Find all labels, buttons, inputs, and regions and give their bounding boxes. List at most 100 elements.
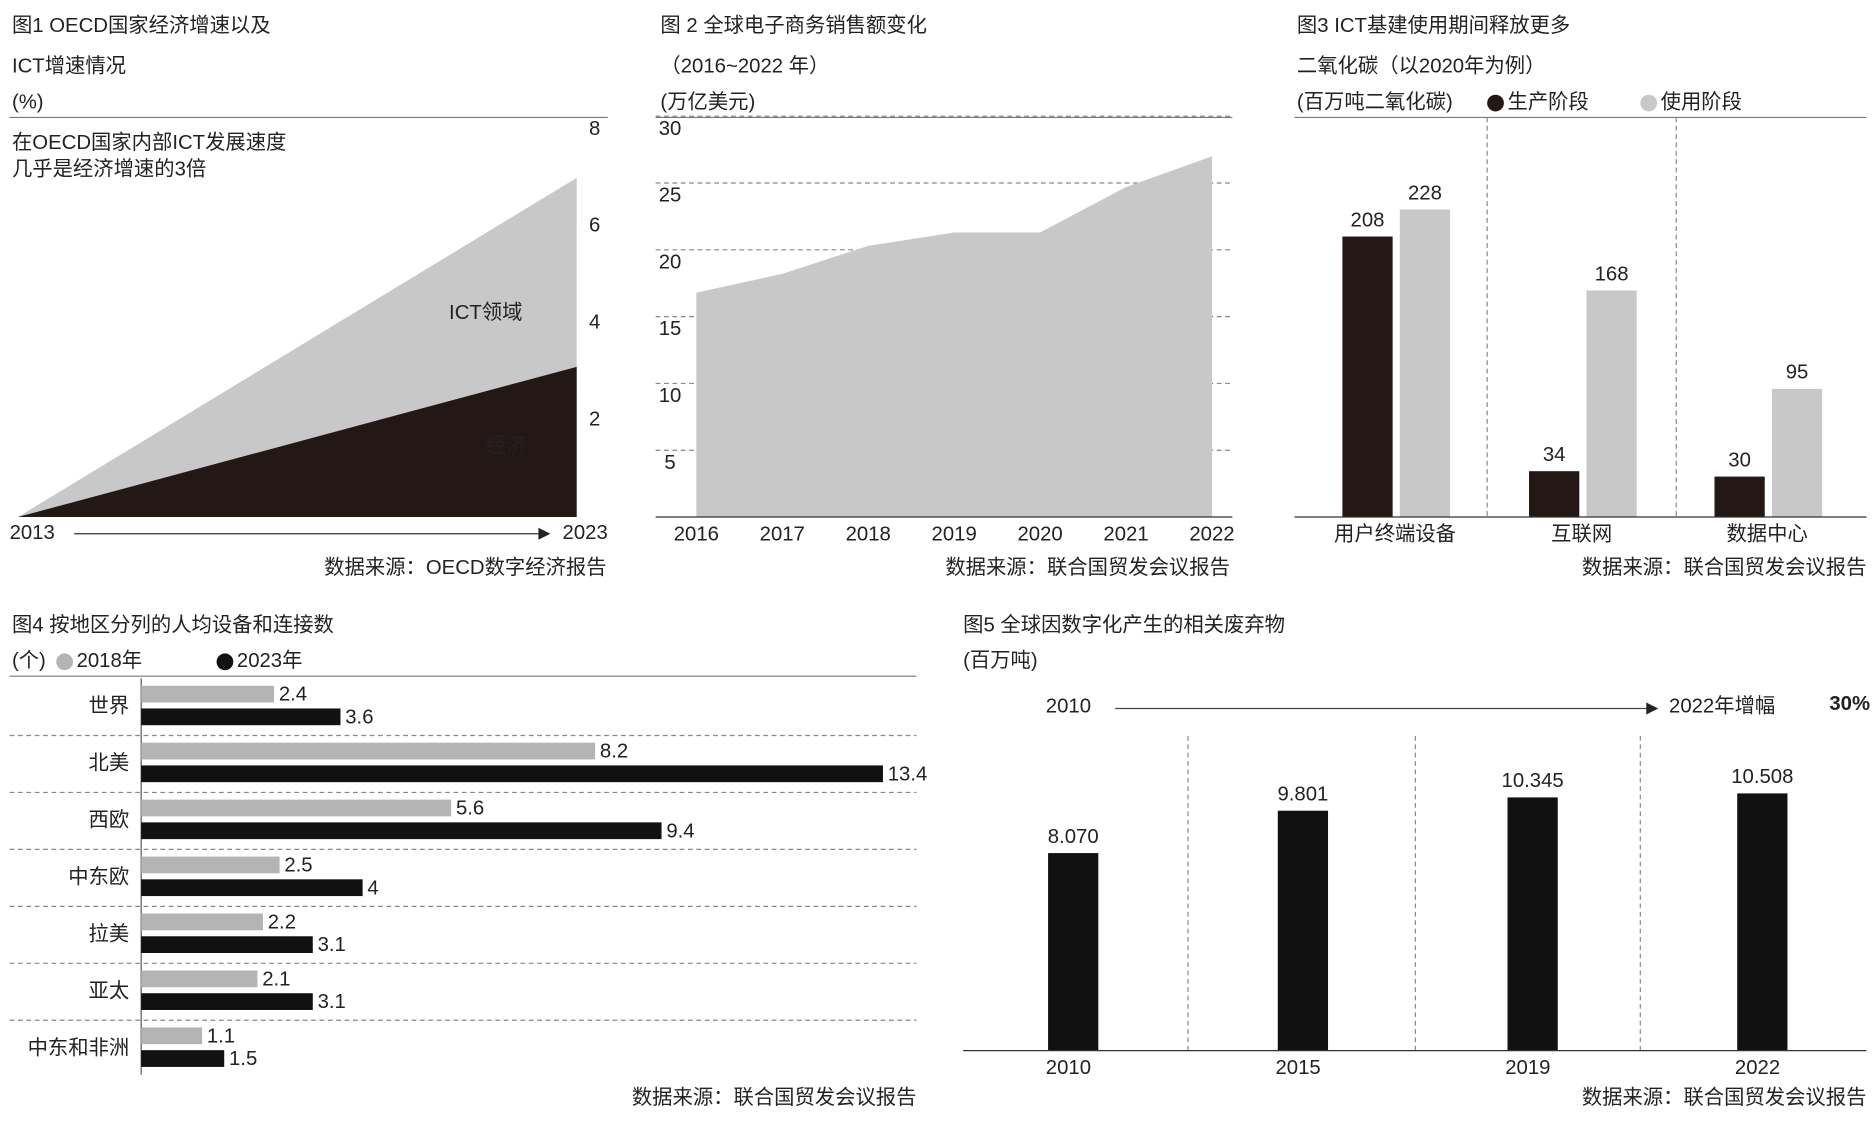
y-tick-label: 西欧 [89,809,130,832]
y-tick-label: 20 [659,251,682,273]
bar [141,936,313,954]
x-tick-label: 2018 [846,523,891,545]
bar [141,913,263,931]
chart-title: 图4 按地区分列的人均设备和连接数 [12,613,334,636]
unit-label: (百万吨) [963,649,1038,672]
y-tick-label: 4 [589,312,600,334]
y-tick-label: 拉美 [89,922,130,945]
value-label: 2.4 [279,684,307,706]
value-label: 2.1 [262,968,290,990]
bar [1737,793,1788,1051]
x-tick-label: 2019 [932,523,977,545]
bar [141,742,596,760]
bar [1714,476,1765,518]
y-tick-label: 中东欧 [68,865,129,888]
y-tick-label: 北美 [89,752,130,775]
value-label: 13.4 [888,763,928,785]
x-tick-label: 数据中心 [1726,522,1807,545]
value-label: 3.6 [345,706,373,728]
legend-swatch [216,653,234,671]
annotation-text: 2022年增幅 [1669,695,1775,718]
value-label: 95 [1786,362,1809,384]
legend-label: 使用阶段 [1661,90,1742,113]
y-tick-label: 10 [659,385,682,407]
x-tick-label: 2023 [563,522,608,544]
value-label: 8.2 [600,741,628,763]
unit-label: (%) [12,91,44,113]
y-tick-label: 2 [589,408,600,430]
value-label: 3.1 [318,991,346,1013]
area [696,156,1212,518]
bar [141,993,313,1010]
y-tick-label: 15 [659,318,682,340]
y-tick-label: 30 [659,118,682,140]
bar [141,879,363,897]
source: 数据来源：联合国贸发会议报告 [632,1086,917,1109]
y-tick-label: 世界 [89,695,130,718]
bar [1507,797,1558,1051]
bar [141,1027,203,1045]
unit-label: (万亿美元) [660,90,755,113]
chart-title: （2016~2022 年） [660,55,829,78]
bar [141,685,275,703]
x-tick-label: 2019 [1505,1057,1550,1079]
arrow-head [538,527,551,540]
y-tick-label: 6 [589,215,600,237]
bar [1529,471,1580,518]
y-tick-label: 中东和非洲 [28,1036,130,1059]
x-tick-label: 2022 [1189,523,1234,545]
annotation-highlight: 30% [1829,693,1870,715]
y-tick-label: 25 [659,185,682,207]
bar [1771,388,1823,518]
value-label: 2.5 [284,855,312,877]
legend-swatch [1487,94,1504,112]
bar [141,970,258,988]
legend-swatch [56,653,73,671]
x-tick-label: 2021 [1103,523,1148,545]
bar [141,708,341,726]
bar [1586,290,1637,518]
legend-label: 2023年 [237,649,303,672]
source: 数据来源：联合国贸发会议报告 [1582,1086,1867,1109]
legend-label: 生产阶段 [1508,90,1589,113]
x-tick-label: 用户终端设备 [1334,522,1456,545]
x-tick-label: 2022 [1735,1057,1780,1079]
x-tick-label: 2017 [760,523,805,545]
annotation-start: 2010 [1046,696,1091,718]
legend-swatch [1640,94,1658,112]
value-label: 5.6 [456,798,484,820]
series-label: 经济 [486,434,527,457]
chart-title: 图5 全球因数字化产生的相关废弃物 [963,613,1285,636]
value-label: 34 [1543,444,1566,466]
x-tick-label: 2020 [1017,523,1062,545]
value-label: 10.345 [1502,770,1564,792]
value-label: 1.1 [207,1025,235,1047]
value-label: 3.1 [318,934,346,956]
annotation: 几乎是经济增速的3倍 [12,157,206,180]
value-label: 8.070 [1048,826,1099,848]
series-label: ICT领域 [449,301,522,324]
bar [1048,853,1099,1051]
legend-label: 2018年 [77,649,143,672]
value-label: 4 [367,877,378,899]
chart-title: 图3 ICT基建使用期间释放更多 [1297,14,1570,37]
x-tick-label: 互联网 [1551,522,1612,545]
bar [141,822,662,840]
y-tick-label: 8 [589,118,600,140]
value-label: 168 [1595,263,1629,285]
y-tick-label: 亚太 [89,979,130,1002]
chart-title: ICT增速情况 [12,55,126,78]
chart-title: 图 2 全球电子商务销售额变化 [660,14,927,37]
bar [1342,236,1393,518]
value-label: 1.5 [229,1048,257,1070]
unit-label: (百万吨二氧化碳) [1297,90,1453,113]
source: 数据来源：联合国贸发会议报告 [1582,556,1867,579]
unit-label: (个) [12,649,46,672]
bar [141,856,280,874]
bar [1399,209,1451,518]
value-label: 10.508 [1731,766,1793,788]
source: 数据来源：OECD数字经济报告 [324,556,606,579]
bar [141,799,452,817]
value-label: 228 [1408,182,1442,204]
